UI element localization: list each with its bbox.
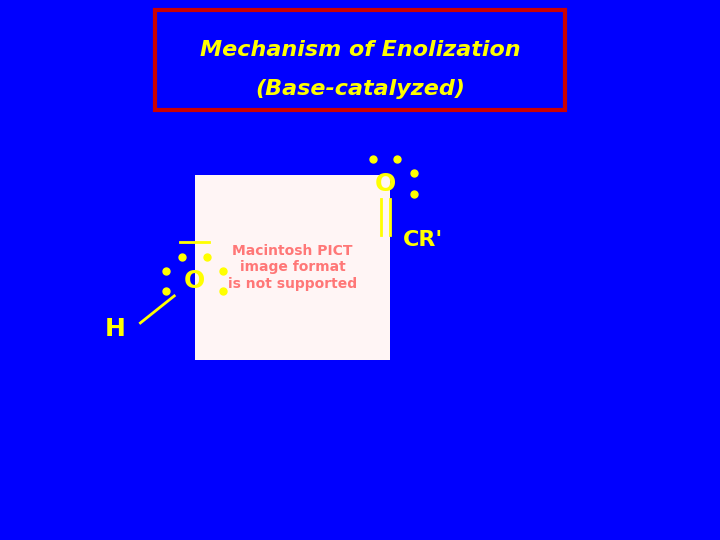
Text: H: H — [105, 318, 125, 341]
Text: Mechanism of Enolization: Mechanism of Enolization — [199, 39, 521, 60]
Point — [176, 252, 188, 261]
Point — [408, 190, 420, 199]
Text: Macintosh PICT
image format
is not supported: Macintosh PICT image format is not suppo… — [228, 244, 357, 291]
Text: O: O — [374, 172, 396, 195]
Bar — [195, 175, 390, 360]
Text: CR': CR' — [403, 230, 444, 251]
Point — [217, 286, 229, 295]
Text: (Base-catalyzed): (Base-catalyzed) — [255, 78, 465, 99]
Text: O: O — [184, 269, 205, 293]
Point — [160, 286, 171, 295]
FancyBboxPatch shape — [155, 10, 565, 110]
Point — [392, 155, 403, 164]
Point — [217, 267, 229, 275]
Point — [160, 267, 171, 275]
Point — [408, 168, 420, 177]
Point — [201, 252, 212, 261]
Point — [367, 155, 379, 164]
